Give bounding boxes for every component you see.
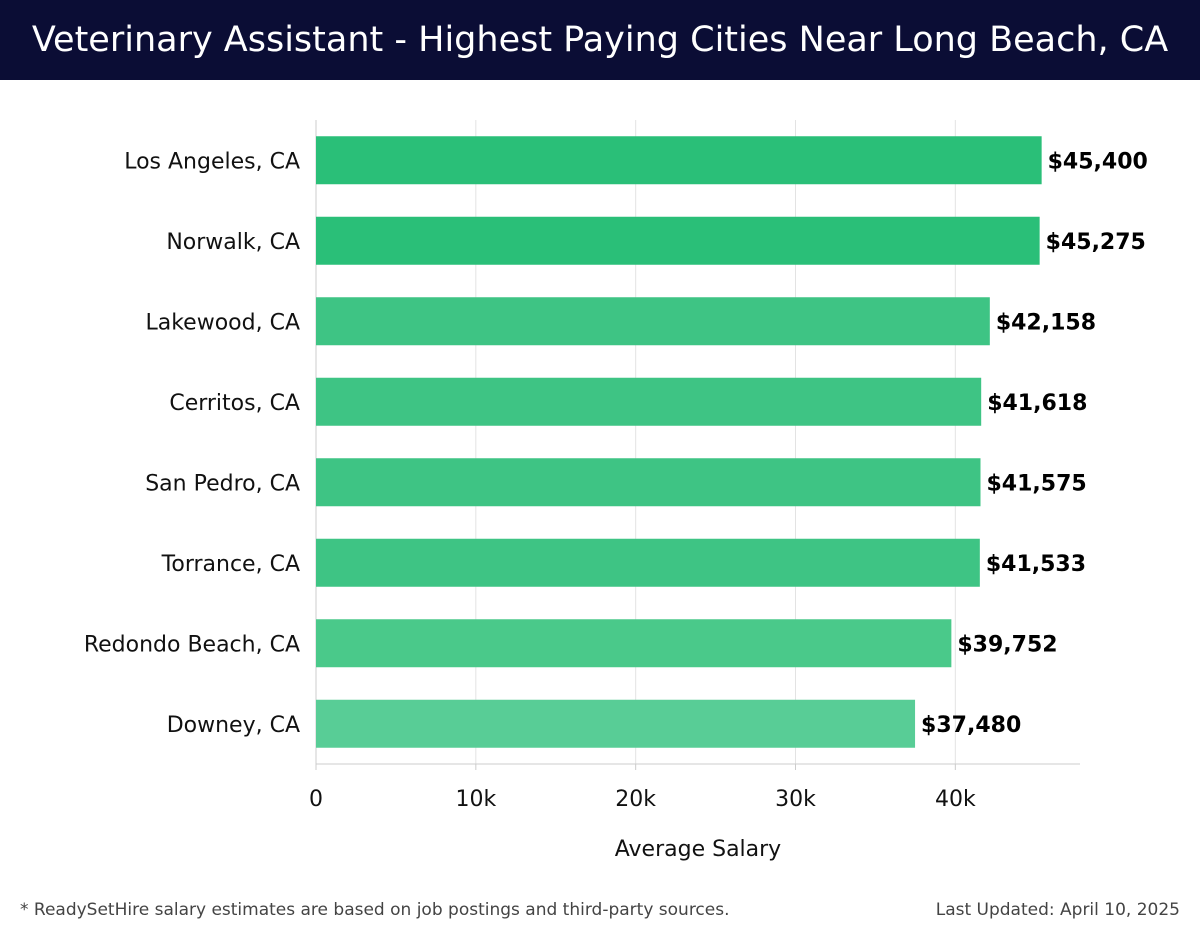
bar [316, 377, 982, 426]
title-bar: Veterinary Assistant - Highest Paying Ci… [0, 0, 1200, 80]
data-label: $37,480 [921, 713, 1021, 738]
category-label: Norwalk, CA [166, 230, 300, 255]
grid-lines [315, 120, 956, 764]
x-tick-label: 40k [935, 787, 976, 812]
category-label: Cerritos, CA [169, 391, 300, 416]
bar [316, 619, 952, 668]
salary-bar-chart: 0 10k 20k 30k 40k Los Angeles, CA $45,400 Norwa… [84, 120, 1148, 862]
bar [316, 136, 1042, 185]
category-label: Lakewood, CA [145, 310, 300, 335]
x-tick-label: 30k [775, 787, 816, 812]
x-tick-label: 0 [309, 787, 323, 812]
bar [316, 297, 990, 346]
data-label: $39,752 [957, 632, 1057, 657]
x-axis-title: Average Salary [615, 837, 781, 862]
data-label: $42,158 [996, 310, 1096, 335]
bar [316, 538, 980, 587]
bar [316, 458, 981, 507]
data-label: $45,400 [1048, 149, 1148, 174]
bar [316, 699, 916, 748]
category-label: Torrance, CA [161, 552, 300, 577]
bar [316, 216, 1040, 265]
chart-title: Veterinary Assistant - Highest Paying Ci… [31, 20, 1169, 60]
last-updated: Last Updated: April 10, 2025 [935, 900, 1180, 920]
bars [316, 136, 1042, 748]
data-label: $41,618 [987, 391, 1087, 416]
labels: 0 10k 20k 30k 40k Los Angeles, CA $45,400 Norwa… [84, 149, 1148, 862]
x-tick-label: 10k [455, 787, 496, 812]
category-label: Downey, CA [167, 713, 300, 738]
category-label: Los Angeles, CA [124, 149, 300, 174]
x-tick-label: 20k [615, 787, 656, 812]
footer-note: * ReadySetHire salary estimates are base… [20, 900, 730, 920]
category-label: San Pedro, CA [145, 471, 300, 496]
data-label: $45,275 [1046, 230, 1146, 255]
category-label: Redondo Beach, CA [84, 632, 300, 657]
data-label: $41,533 [986, 552, 1086, 577]
data-label: $41,575 [987, 471, 1087, 496]
